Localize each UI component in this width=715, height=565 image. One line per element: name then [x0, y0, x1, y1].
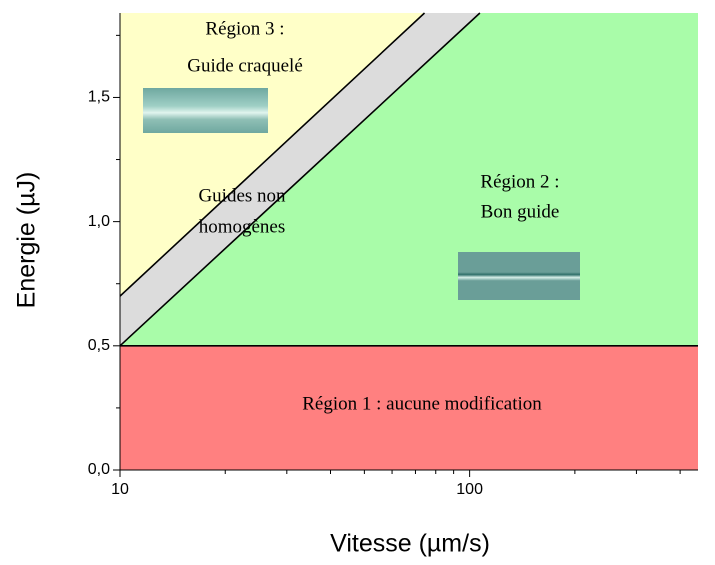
region-label: Guides non	[198, 185, 286, 206]
boundary-line	[119, 12, 426, 297]
y-tick-label: 1,0	[88, 213, 110, 230]
region-label: Région 3 :	[205, 18, 284, 39]
guide-photo-cracked	[143, 88, 268, 133]
region	[120, 345, 698, 470]
region-label: homogènes	[199, 216, 286, 237]
region-label: Bon guide	[481, 201, 560, 222]
y-tick-label: 1,5	[88, 89, 110, 106]
x-tick-label: 100	[456, 481, 483, 498]
y-tick-label: 0,0	[88, 461, 110, 478]
x-tick-label: 10	[111, 481, 129, 498]
region-label: Guide craquelé	[187, 55, 303, 76]
region-label: Région 1 : aucune modification	[302, 393, 542, 414]
region-label: Région 2 :	[480, 171, 559, 192]
y-axis-label: Energie (µJ)	[13, 172, 41, 309]
boundary-line	[119, 12, 481, 347]
guide-photo-good	[458, 252, 580, 300]
x-axis-label: Vitesse (µm/s)	[330, 530, 490, 558]
y-tick-label: 0,5	[88, 337, 110, 354]
